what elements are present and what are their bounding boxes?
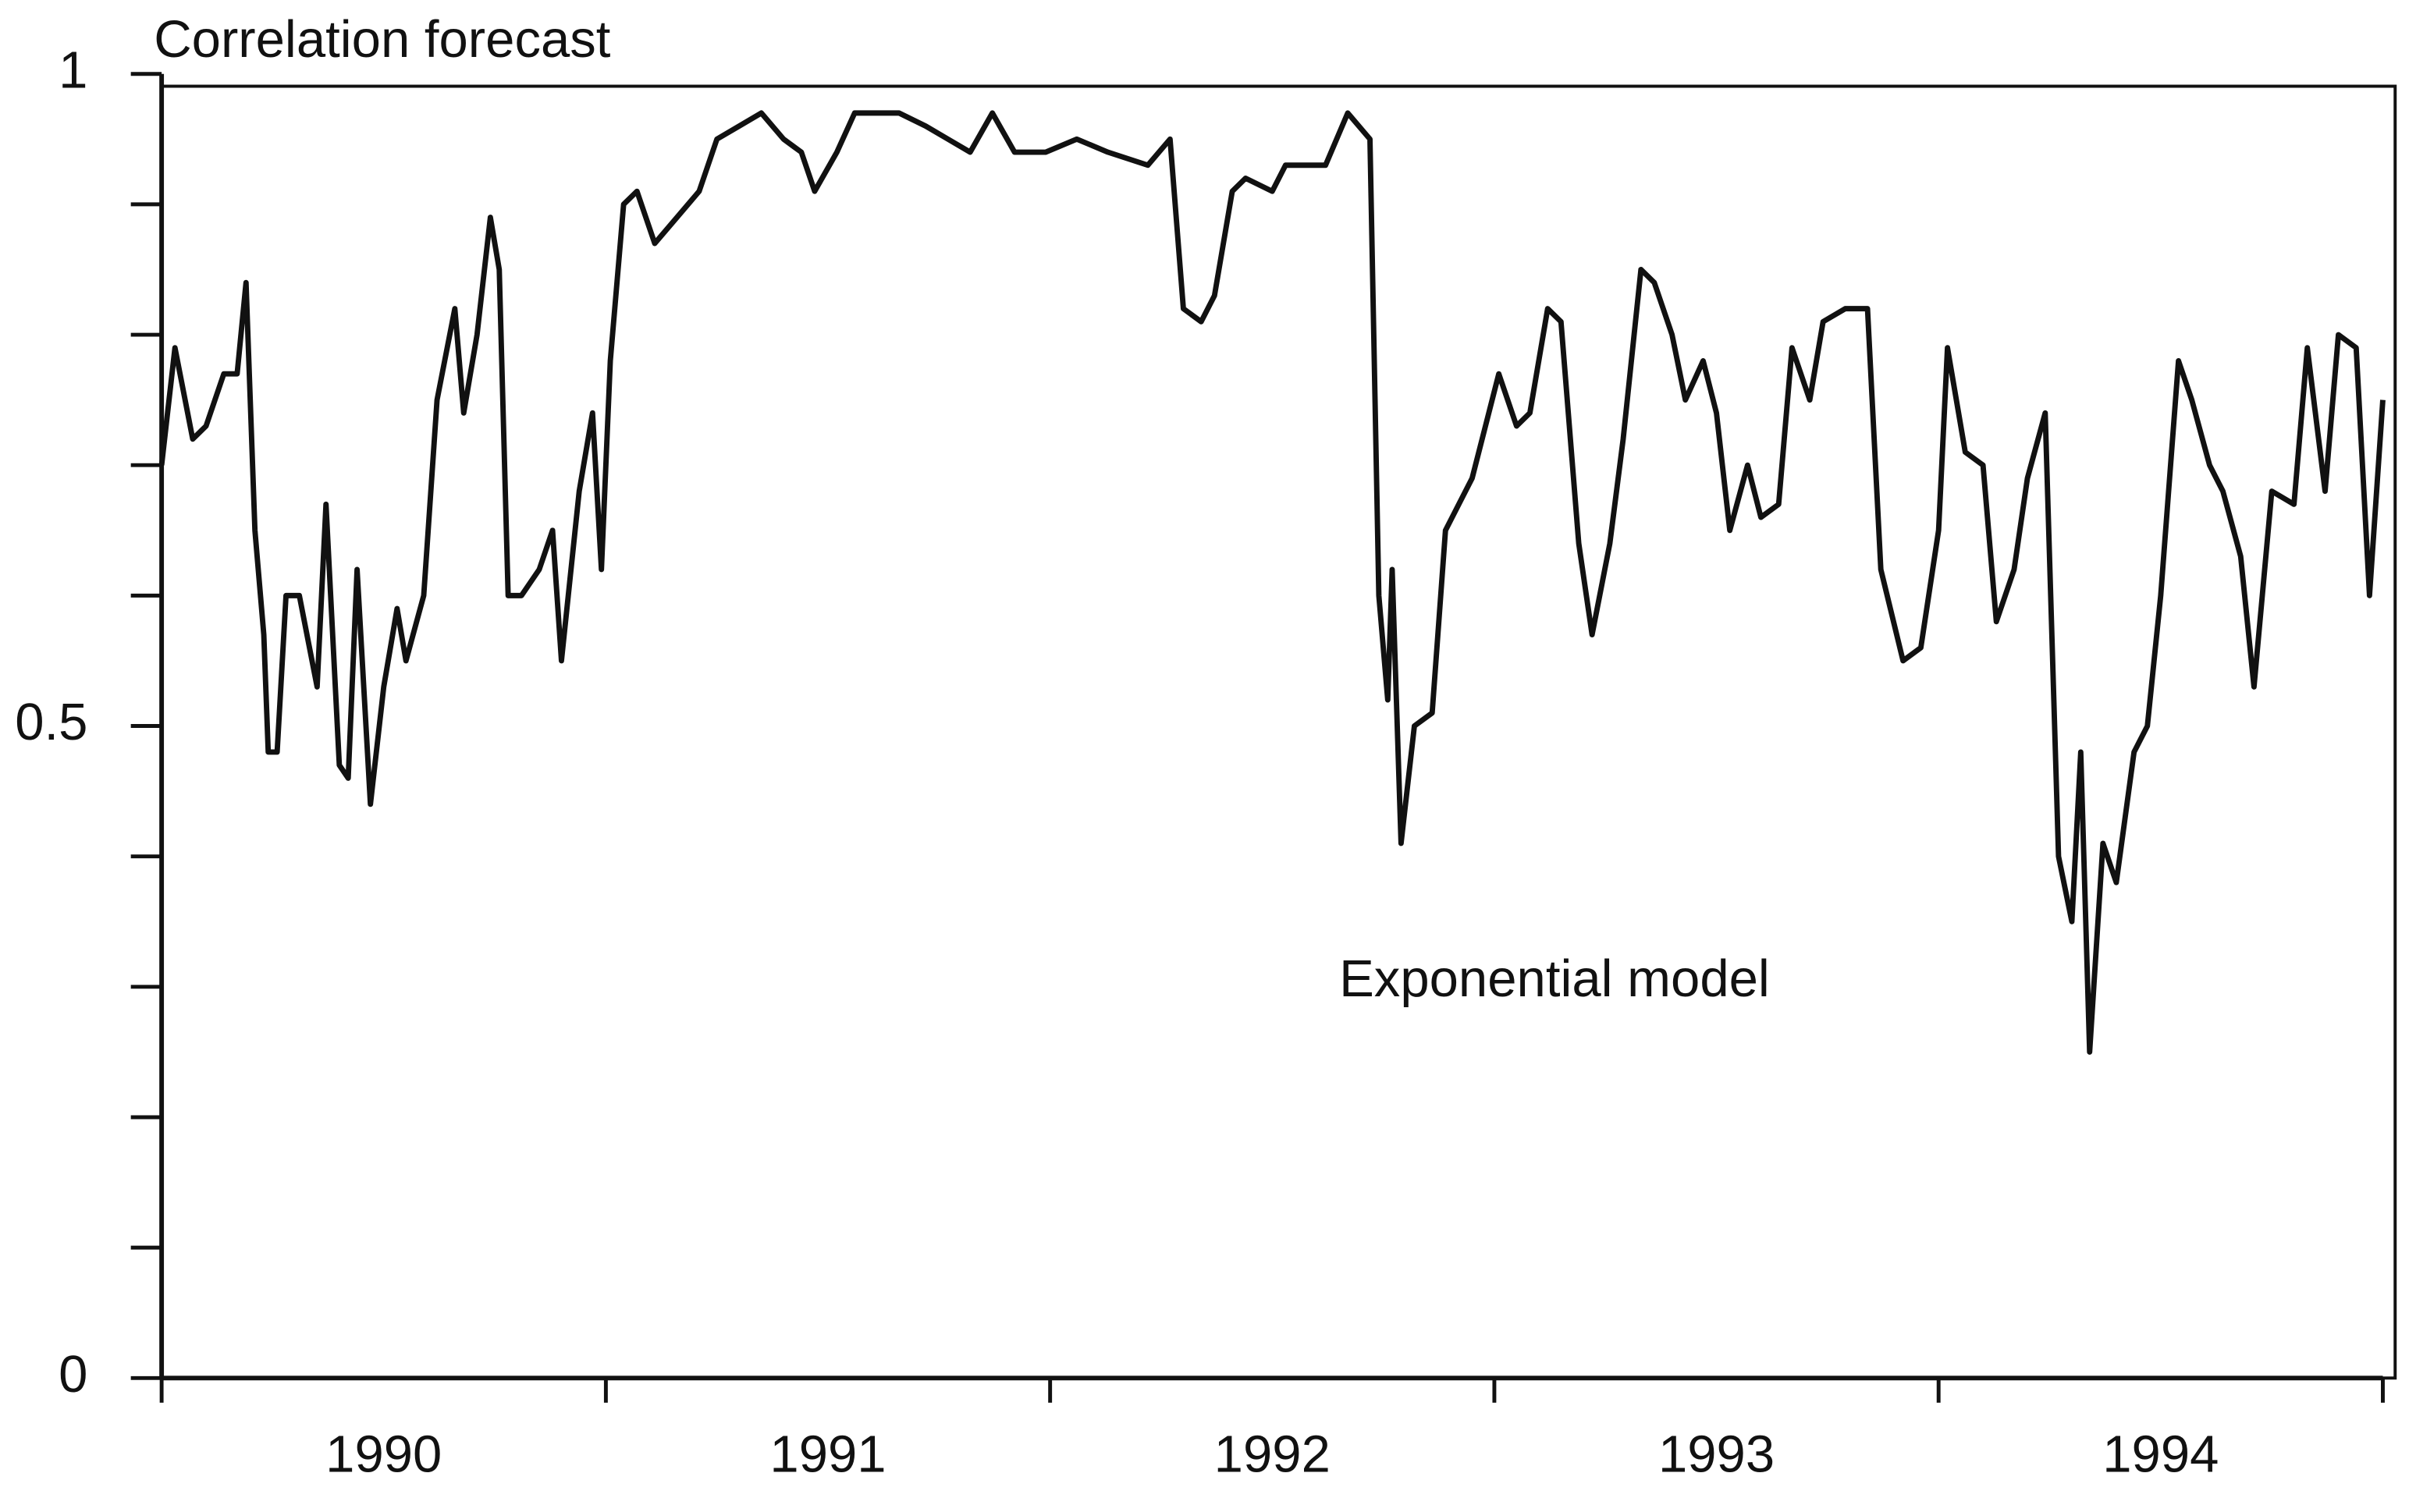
- x-tick-label: 1994: [2102, 1425, 2219, 1484]
- plot-frame: [160, 84, 2397, 1380]
- x-tick-label: 1991: [769, 1425, 886, 1484]
- y-tick-label: 0: [59, 1345, 87, 1404]
- x-tick-label: 1992: [1214, 1425, 1331, 1484]
- x-tick-label: 1990: [325, 1425, 442, 1484]
- data-line: [158, 110, 2386, 1055]
- x-tick-label: 1993: [1658, 1425, 1775, 1484]
- chart-title: Correlation forecast: [154, 10, 611, 69]
- annotation: Exponential model: [1339, 949, 1770, 1008]
- y-tick-label: 1: [59, 41, 87, 99]
- y-tick-label: 0.5: [15, 693, 87, 751]
